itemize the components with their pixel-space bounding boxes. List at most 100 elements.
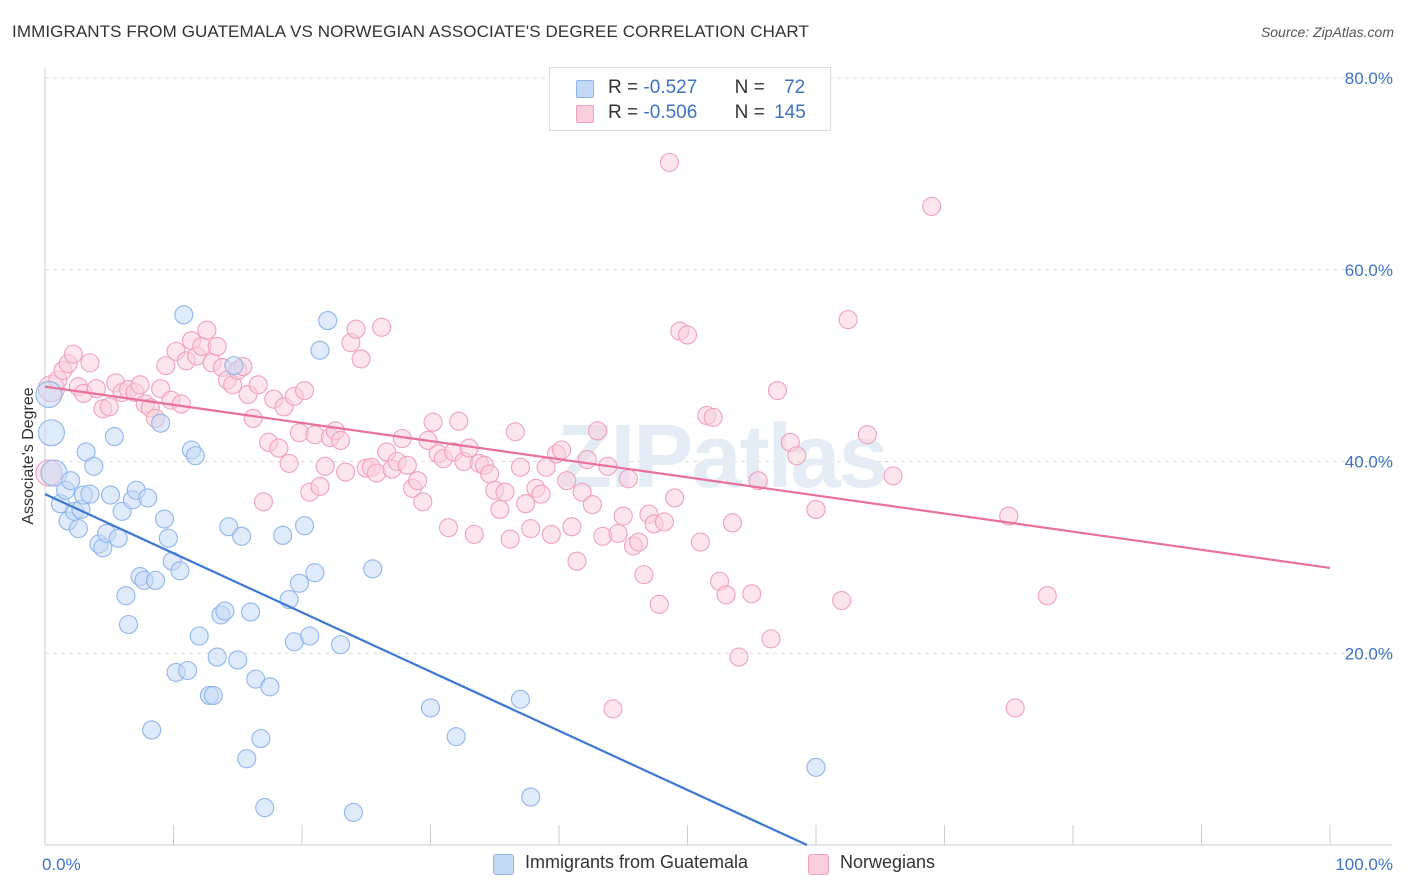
data-point (659, 152, 680, 172)
data-points (35, 152, 1057, 822)
data-point (748, 471, 768, 491)
data-point (99, 397, 119, 417)
data-point (363, 559, 383, 579)
data-point (158, 528, 178, 548)
data-point (68, 519, 88, 539)
x-tick-label: 0.0% (42, 855, 81, 874)
data-point (420, 698, 441, 718)
data-point (438, 518, 459, 538)
data-point (351, 349, 371, 369)
data-point (562, 517, 582, 537)
data-point (237, 749, 257, 769)
data-point (130, 375, 150, 395)
data-point (577, 450, 597, 470)
data-point (587, 421, 608, 441)
data-point (716, 585, 736, 605)
data-point (372, 317, 392, 337)
data-point (207, 647, 227, 667)
bottom-legend-swatch-guatemala (493, 854, 514, 875)
data-point (521, 519, 541, 539)
data-point (608, 523, 628, 543)
data-point (142, 720, 162, 740)
data-point (203, 685, 223, 705)
data-point (446, 727, 466, 747)
data-point (35, 380, 63, 408)
data-point (185, 446, 205, 466)
data-point (557, 471, 577, 491)
data-point (318, 311, 338, 331)
data-point (305, 563, 325, 583)
y-tick-label: 80.0% (1345, 69, 1393, 88)
data-point (80, 484, 100, 504)
legend-swatch-norwegians (576, 105, 594, 123)
data-point (219, 517, 239, 537)
data-point (197, 320, 217, 340)
data-point (255, 798, 275, 818)
trend-line (44, 493, 808, 846)
data-point (241, 602, 261, 622)
data-point (346, 319, 366, 339)
data-point (80, 353, 100, 373)
data-point (618, 469, 638, 489)
y-axis-label: Associate's Degree (20, 387, 37, 524)
data-point (207, 336, 227, 357)
data-point (1005, 698, 1025, 718)
data-point (516, 494, 536, 514)
data-point (531, 484, 551, 504)
data-point (593, 526, 613, 546)
data-point (116, 586, 136, 606)
data-point (806, 757, 826, 777)
data-point (603, 699, 623, 719)
chart-source: Source: ZipAtlas.com (1260, 24, 1394, 40)
data-point (108, 528, 128, 548)
data-point (722, 513, 743, 533)
data-point (315, 456, 335, 476)
data-point (174, 305, 194, 325)
data-point (37, 419, 65, 447)
data-point (629, 532, 649, 552)
legend-n-label: N = (734, 77, 765, 98)
data-point (253, 492, 274, 512)
legend-n-value: 145 (774, 102, 806, 123)
legend-swatch-guatemala (576, 80, 594, 98)
axes (44, 68, 1392, 846)
data-point (84, 456, 104, 476)
data-point (423, 412, 443, 432)
data-point (224, 356, 244, 376)
data-point (510, 689, 531, 709)
legend-r-label: R = (608, 102, 639, 123)
trend-lines (44, 385, 1331, 846)
data-point (677, 325, 698, 345)
data-point (310, 476, 330, 496)
data-point (138, 488, 158, 508)
data-point (729, 647, 749, 667)
data-point (100, 485, 121, 505)
data-point (999, 506, 1019, 526)
data-point (118, 614, 139, 635)
data-point (289, 573, 309, 593)
data-point (228, 650, 248, 670)
data-point (413, 492, 433, 512)
data-point (273, 525, 293, 545)
data-point (567, 551, 587, 571)
data-point (742, 584, 762, 604)
bottom-legend-label-norwegians: Norwegians (840, 852, 936, 872)
watermark: ZIPatlas (557, 407, 886, 507)
data-point (145, 570, 166, 590)
data-point (305, 425, 325, 445)
data-point (787, 446, 807, 466)
data-point (104, 427, 124, 447)
data-point (170, 561, 190, 581)
tick-labels: 20.0% 40.0% 60.0% 80.0% 0.0% 100.0% (42, 69, 1393, 874)
y-tick-label: 40.0% (1345, 453, 1393, 472)
data-point (613, 506, 633, 526)
data-point (767, 381, 788, 401)
data-point (541, 524, 561, 544)
data-point (883, 466, 903, 486)
legend-r-value: -0.527 (643, 77, 698, 98)
data-point (480, 464, 500, 484)
data-point (330, 635, 351, 655)
data-point (634, 565, 654, 585)
data-point (521, 787, 541, 807)
